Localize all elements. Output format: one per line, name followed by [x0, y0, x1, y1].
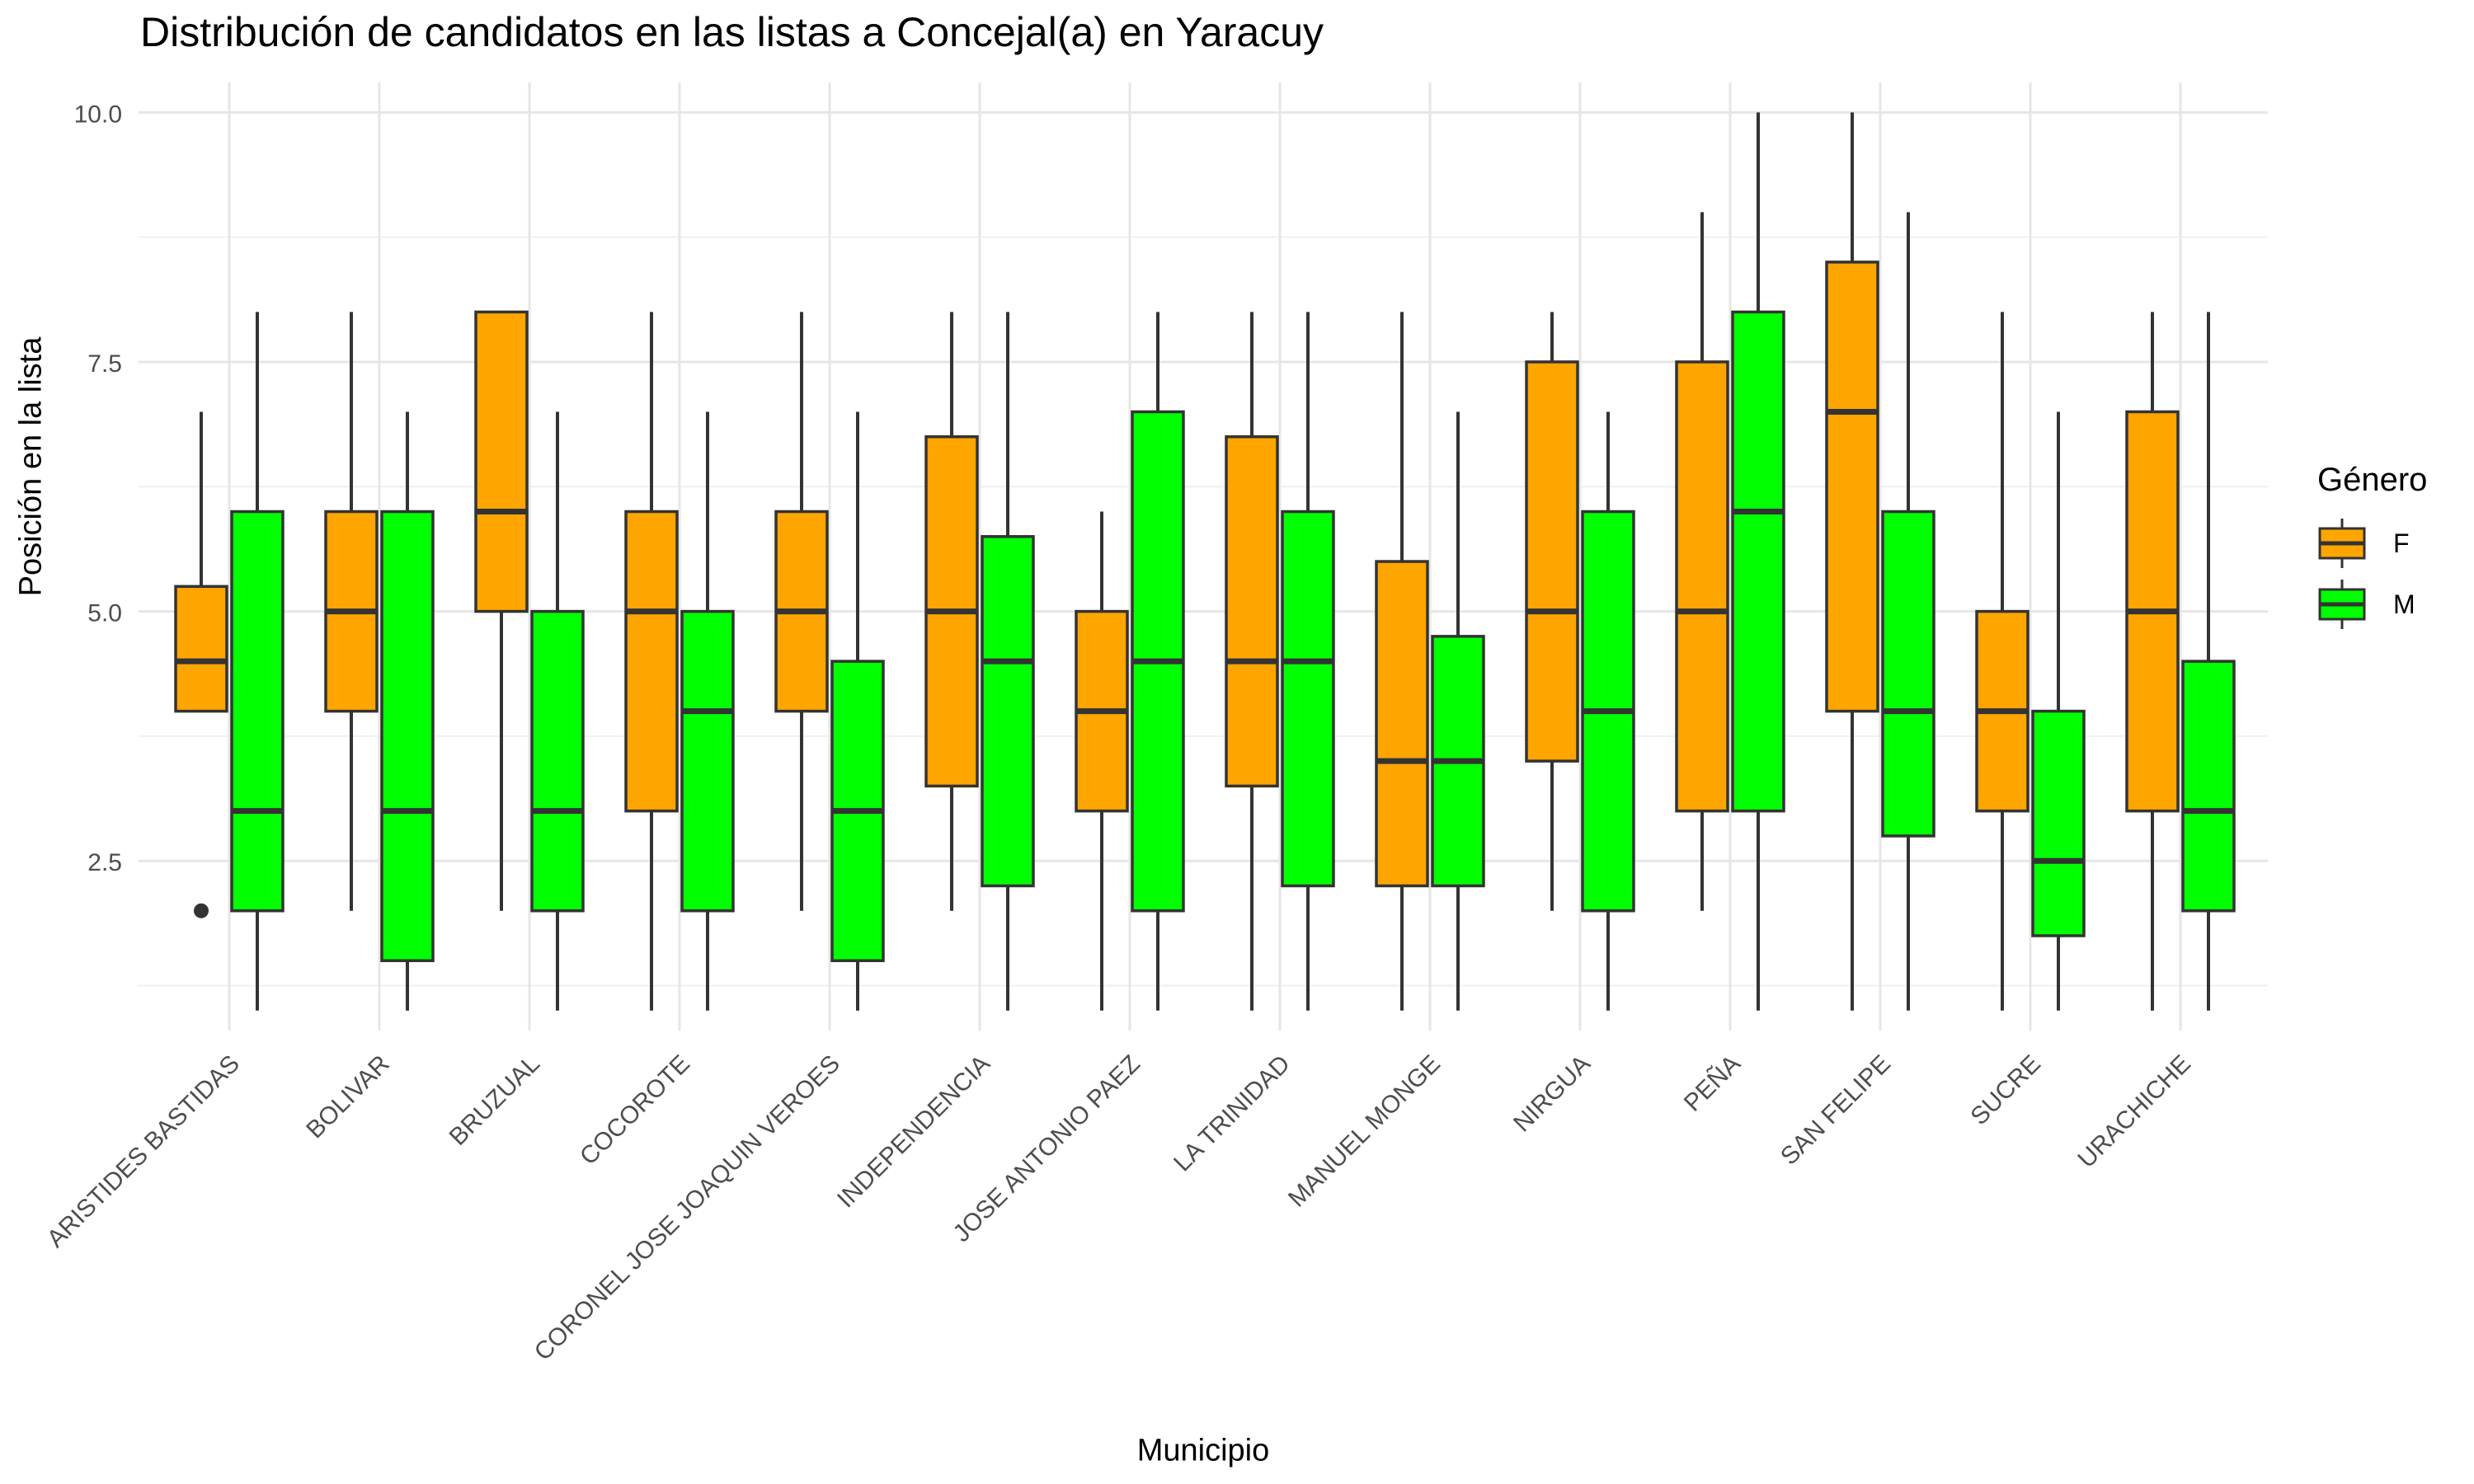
box-m-2-box: [530, 609, 585, 913]
box-f-3-box: [624, 510, 679, 813]
box-f-11-box: [1825, 261, 1879, 713]
x-tick-label: BRUZUAL: [444, 1050, 545, 1151]
x-tick-label: URACHICHE: [2072, 1050, 2195, 1173]
legend-title: Género: [2317, 462, 2428, 498]
legend-label-m: M: [2393, 589, 2415, 619]
x-tick-label: SUCRE: [1965, 1050, 2046, 1131]
box-m-12-box: [2031, 709, 2086, 937]
x-tick-label: COCOROTE: [575, 1050, 695, 1171]
box-f-0-box: [174, 585, 228, 713]
x-tick-label: MANUEL MONGE: [1283, 1050, 1446, 1213]
x-tick-label: BOLIVAR: [301, 1050, 395, 1144]
legend-item-f: F: [2317, 514, 2427, 575]
x-tick-label: ARISTIDES BASTIDAS: [42, 1050, 245, 1253]
x-tick-label: NIRGUA: [1508, 1050, 1596, 1138]
box-m-1-box: [380, 510, 435, 963]
box-f-2-box: [474, 310, 529, 613]
box-m-0-box: [230, 510, 285, 913]
x-tick-label: CORONEL JOSE JOAQUIN VEROES: [529, 1050, 845, 1366]
legend-key-f: [2318, 519, 2366, 568]
box-f-7-box: [1225, 434, 1279, 788]
y-tick-label: 7.5: [87, 350, 122, 378]
box-m-3-box: [680, 609, 735, 913]
box-m-13-box: [2181, 660, 2236, 913]
box-m-11-box: [1881, 510, 1935, 838]
x-tick-label: LA TRINIDAD: [1169, 1050, 1296, 1177]
box-m-5-box: [981, 535, 1035, 888]
legend-key-m: [2318, 580, 2366, 629]
box-m-10-box: [1731, 310, 1785, 813]
box-m-7-box: [1281, 510, 1335, 888]
x-tick-label: INDEPENDENCIA: [832, 1050, 995, 1214]
legend-item-m: M: [2317, 575, 2427, 636]
legend: Género F M: [2317, 462, 2427, 636]
x-tick-label: PEÑA: [1678, 1050, 1746, 1117]
chart-title: Distribución de candidatos en las listas…: [140, 9, 1324, 55]
y-tick-label: 2.5: [87, 849, 122, 876]
x-axis-label: Municipio: [1136, 1433, 1270, 1468]
box-f-10-box: [1675, 360, 1729, 813]
box-f-8-box: [1375, 560, 1429, 888]
legend-label-f: F: [2393, 528, 2410, 558]
y-axis-label: Posición en la lista: [13, 336, 49, 597]
y-tick-label: 5.0: [87, 600, 122, 627]
box-f-0-outlier: [194, 903, 209, 918]
y-tick-label: 10.0: [74, 101, 122, 128]
box-f-9-box: [1525, 360, 1579, 763]
x-tick-label: SAN FELIPE: [1776, 1050, 1896, 1171]
